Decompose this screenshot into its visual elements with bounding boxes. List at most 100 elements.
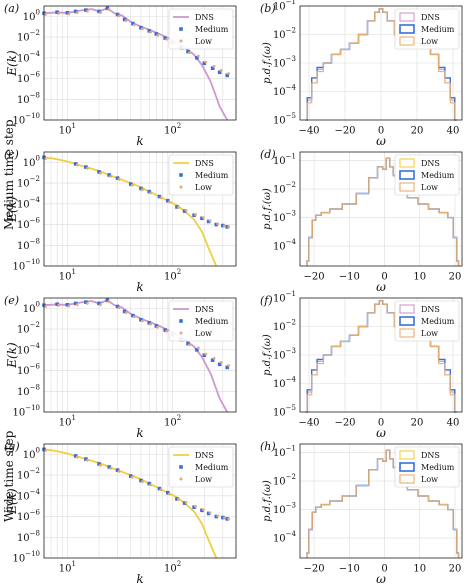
data-point (97, 301, 101, 306)
legend-swatch (399, 12, 415, 22)
legend-label: Medium (195, 25, 229, 34)
x-tick-label: −10 (339, 564, 360, 575)
data-point (188, 51, 191, 55)
legend: DNS Medium Low (168, 300, 234, 342)
x-tick-label: 101 (59, 560, 76, 575)
y-tick-label: 10−4 (17, 50, 41, 64)
data-point (194, 213, 198, 216)
data-point (115, 12, 120, 17)
y-tick-label: 10−2 (17, 467, 40, 482)
legend-label: Low (421, 475, 438, 484)
data-point (188, 343, 191, 347)
data-point (163, 36, 167, 40)
x-axis-label: ω (376, 280, 386, 294)
data-point (184, 209, 188, 212)
data-point (73, 454, 78, 458)
series-low-line (306, 157, 460, 266)
series-low-line (305, 8, 457, 121)
data-point (184, 501, 188, 504)
data-point (97, 9, 101, 14)
y-tick-label: 10−1 (273, 445, 296, 460)
data-point (159, 488, 163, 492)
legend-label: DNS (195, 451, 214, 460)
x-tick-label: 101 (59, 414, 76, 429)
data-point (177, 497, 180, 501)
legend-swatch (179, 477, 183, 481)
legend-box (168, 8, 234, 50)
x-tick-label: 40 (447, 418, 460, 429)
data-point (147, 481, 152, 486)
data-point (75, 11, 79, 15)
x-axis-label: k (136, 572, 143, 586)
legend-swatch (399, 24, 415, 34)
x-tick-label: −10 (339, 272, 360, 283)
data-point (212, 64, 216, 68)
x-tick-label: 20 (449, 564, 462, 575)
y-tick-label: 10−1 (273, 290, 296, 305)
data-point (149, 191, 153, 195)
y-tick-label: 10−8 (17, 529, 40, 544)
y-axis-label: p.d.f.(ω) (262, 480, 273, 522)
data-point (200, 216, 204, 221)
data-point (44, 449, 47, 453)
data-point (221, 515, 225, 520)
x-tick-label: 102 (164, 122, 181, 137)
x-tick-label: 102 (164, 414, 181, 429)
y-axis-label: E(k) (5, 50, 19, 77)
data-point (219, 68, 223, 72)
data-point (85, 166, 89, 170)
legend-swatch (399, 462, 415, 472)
legend-box (394, 300, 460, 342)
legend-label: DNS (195, 13, 214, 22)
series-low (305, 8, 457, 121)
data-point (165, 329, 169, 333)
data-point (212, 356, 216, 360)
data-point (128, 182, 133, 186)
legend-label: Low (421, 37, 438, 46)
data-point (204, 60, 208, 64)
data-point (107, 300, 111, 303)
legend: DNS Medium Low (168, 154, 234, 196)
data-point (139, 186, 143, 191)
data-point (75, 303, 79, 307)
data-point (175, 497, 179, 501)
data-point (167, 200, 171, 204)
legend-swatch (399, 450, 415, 460)
y-tick-label: 10−3 (273, 55, 296, 70)
panel-g: 101 102 100 10−2 10−4 10−6 10−8 10−10 k E(k) (g) DN… (4, 440, 237, 586)
data-point (157, 486, 162, 491)
x-tick-label: 101 (59, 122, 76, 137)
series-low (306, 449, 460, 558)
x-axis-label: k (136, 134, 143, 148)
data-point (65, 303, 70, 307)
data-point (202, 61, 207, 66)
data-point (227, 364, 231, 367)
y-tick-label: 10−10 (12, 550, 40, 565)
data-point (225, 365, 230, 370)
data-point (57, 304, 61, 307)
y-tick-label: 10−2 (273, 181, 296, 196)
data-point (157, 194, 162, 199)
data-point (73, 301, 78, 306)
data-point (147, 29, 152, 33)
legend-box (168, 154, 234, 196)
legend-label: Low (421, 329, 438, 338)
legend-box (168, 300, 234, 342)
data-point (99, 11, 102, 15)
x-tick-label: 10 (413, 564, 426, 575)
data-point (202, 216, 205, 220)
data-point (222, 516, 226, 520)
data-point (67, 304, 71, 308)
y-tick-label: 10−5 (273, 404, 296, 419)
legend-swatch (399, 304, 415, 314)
legend-swatch (399, 316, 415, 326)
series-dns (43, 156, 218, 267)
panel-b: −40 −20 0 20 40 10−1 10−2 10−3 10−4 10−5 ω p.d.f.(ω… (260, 0, 463, 148)
legend: DNS Medium Low (168, 8, 234, 50)
axes-frame (299, 297, 463, 413)
y-tick-label: 10−3 (273, 347, 296, 362)
row-label-wide: Wide time step (2, 430, 16, 522)
data-point (192, 213, 196, 217)
row-label-medium: Medium time step (2, 119, 16, 230)
